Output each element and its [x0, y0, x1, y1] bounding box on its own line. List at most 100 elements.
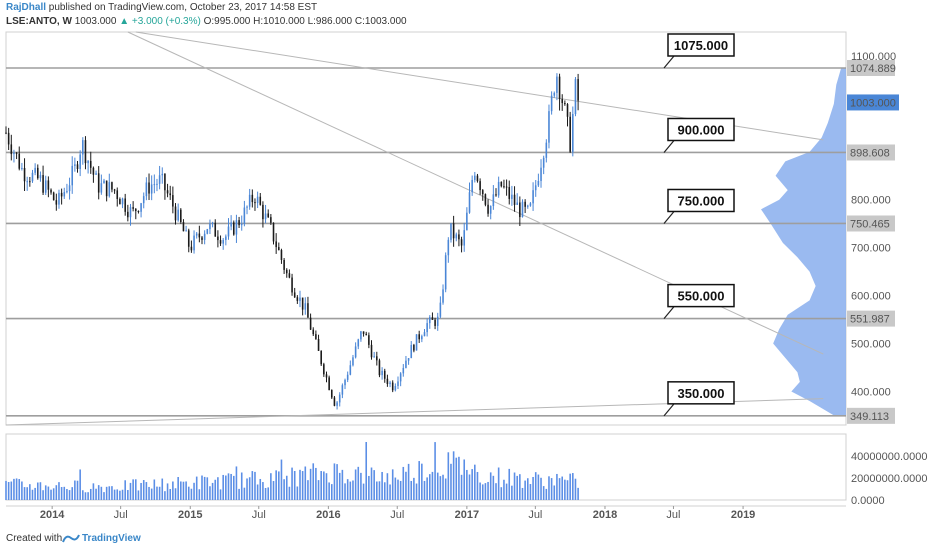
candle	[386, 374, 389, 387]
candle	[423, 329, 426, 337]
candle	[505, 179, 508, 196]
candle	[111, 181, 113, 193]
candle-body	[394, 385, 397, 391]
x-tick-label: Jul	[114, 509, 128, 521]
volume-bar	[240, 472, 243, 500]
candle-body	[34, 167, 36, 173]
callout-pointer	[663, 55, 675, 69]
volume-bar	[142, 480, 145, 500]
volume-bar	[169, 488, 172, 500]
volume-bar	[79, 469, 81, 500]
candle	[74, 157, 76, 172]
candle-body	[76, 164, 79, 169]
volume-bar	[156, 486, 158, 500]
volume-bar	[227, 473, 230, 500]
volume-bar	[119, 490, 121, 500]
candle-body	[474, 175, 476, 180]
volume-bar	[116, 489, 119, 500]
volume-bar	[325, 473, 328, 500]
author-name[interactable]: RajDhall	[6, 2, 47, 13]
candle	[137, 210, 140, 214]
level-price-tag	[847, 59, 895, 76]
candle-body	[450, 223, 452, 240]
volume-bar	[365, 441, 368, 500]
x-tick-label: 2014	[40, 509, 65, 521]
volume-bar	[466, 469, 468, 500]
volume-bar	[100, 486, 103, 500]
tradingview-brand[interactable]: TradingView	[82, 533, 141, 544]
candle-body	[116, 190, 119, 199]
candle	[481, 189, 484, 201]
volume-bar	[42, 490, 44, 500]
candle	[63, 187, 66, 199]
candle	[225, 234, 227, 246]
candle	[217, 230, 219, 248]
candle	[291, 273, 293, 296]
candle	[333, 395, 336, 407]
candle-body	[246, 206, 248, 208]
volume-bar	[320, 471, 322, 500]
candle	[280, 248, 283, 264]
volume-bar	[572, 473, 574, 500]
candle-body	[516, 202, 518, 205]
candle-body	[407, 358, 410, 361]
candle-body	[513, 194, 516, 205]
volume-bar	[542, 486, 545, 500]
volume-bar	[177, 477, 179, 500]
candle-body	[113, 189, 116, 191]
volume-bar	[235, 466, 238, 500]
candle-body	[193, 235, 195, 251]
candle	[58, 189, 60, 209]
candle-body	[198, 233, 201, 238]
candle	[534, 180, 537, 197]
candle-body	[240, 223, 243, 226]
candle-body	[230, 222, 232, 227]
volume-bar	[285, 475, 288, 500]
volume-bar	[315, 467, 317, 500]
candle-body	[68, 185, 71, 192]
candle	[34, 163, 36, 176]
volume-bar	[225, 475, 227, 500]
candle	[272, 222, 275, 245]
volume-bar	[50, 489, 52, 500]
candle-body	[63, 192, 66, 197]
volume-tick-label: 0.0000	[851, 495, 885, 507]
volume-bar	[34, 487, 36, 500]
candle-body	[206, 229, 209, 234]
candle	[283, 258, 285, 274]
candle-body	[280, 250, 283, 260]
volume-bar	[47, 486, 50, 500]
candle	[503, 179, 505, 189]
candle	[84, 136, 87, 170]
candle	[526, 204, 529, 209]
candle	[47, 176, 50, 198]
candle	[5, 126, 7, 135]
candle	[36, 164, 39, 180]
volume-bar	[360, 472, 362, 500]
volume-bar	[201, 475, 203, 500]
volume-bar	[354, 469, 357, 500]
candle	[31, 169, 34, 183]
candle	[219, 235, 222, 246]
level-price-tag-label: 551.987	[850, 314, 890, 326]
volume-bar	[373, 470, 375, 500]
candle-body	[508, 187, 511, 199]
volume-bar	[561, 476, 564, 500]
candle	[230, 215, 232, 231]
volume-bar	[574, 478, 577, 500]
candle	[238, 216, 240, 229]
volume-bar	[344, 483, 346, 500]
candle	[156, 178, 158, 192]
candle-body	[439, 302, 442, 317]
candle	[476, 173, 479, 183]
volume-bar	[540, 477, 542, 500]
volume-bar	[185, 481, 187, 500]
candle	[434, 317, 436, 330]
candle-body	[479, 181, 481, 191]
volume-bar	[150, 488, 153, 500]
volume-bar	[254, 471, 256, 500]
volume-bar	[203, 476, 206, 500]
candle	[320, 350, 322, 367]
volume-bar	[209, 486, 211, 500]
